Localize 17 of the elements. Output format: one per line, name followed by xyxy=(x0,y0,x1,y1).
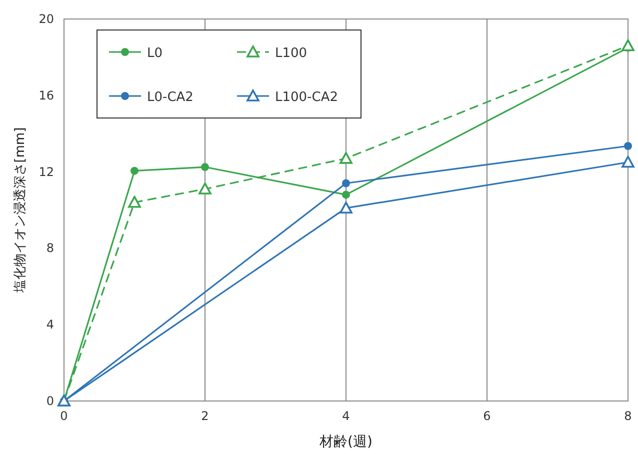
x-tick-label: 0 xyxy=(60,409,68,423)
y-tick-label: 20 xyxy=(38,12,54,26)
x-tick-label: 6 xyxy=(483,409,491,423)
x-axis-title: 材齢(週) xyxy=(318,434,372,450)
legend-label: L100-CA2 xyxy=(275,90,338,105)
x-tick-label: 4 xyxy=(342,409,350,423)
legend-label: L0 xyxy=(147,46,163,61)
y-tick-label: 12 xyxy=(38,164,54,179)
x-tick-label: 8 xyxy=(624,409,632,423)
y-tick-label: 8 xyxy=(46,241,54,256)
y-tick-label: 16 xyxy=(38,88,54,102)
legend-label: L100 xyxy=(275,46,308,61)
x-tick-label: 2 xyxy=(201,409,209,423)
legend-label: L0-CA2 xyxy=(147,90,194,105)
y-tick-label: 4 xyxy=(46,318,54,332)
y-tick-label: 0 xyxy=(46,394,54,408)
y-axis-title: 塩化物イオン浸透深さ[mm] xyxy=(13,127,28,294)
